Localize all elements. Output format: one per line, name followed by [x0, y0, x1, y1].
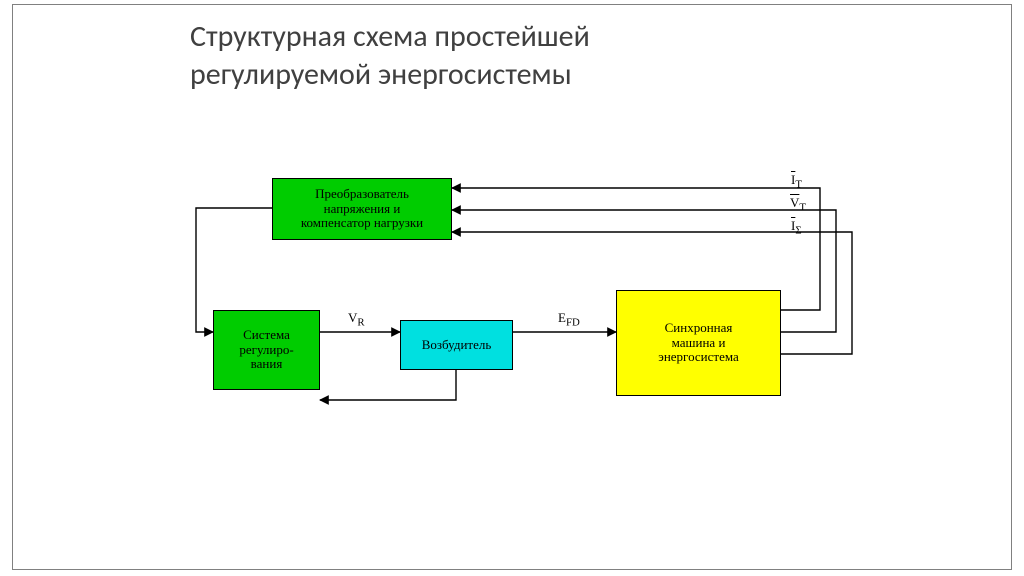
label-efd: EFD [558, 310, 580, 329]
title-line-1: Структурная схема простейшей [190, 18, 590, 55]
label-vt: VT [790, 195, 806, 214]
regulator-l3: вания [251, 356, 283, 371]
node-converter: Преобразователь напряжения и компенсатор… [272, 178, 452, 240]
page-title: Структурная схема простейшей регулируемо… [190, 18, 590, 93]
label-vr: VR [348, 310, 365, 329]
machine-l1: Синхронная [665, 320, 733, 335]
regulator-l2: регулиро- [239, 342, 293, 357]
label-it: IT [791, 172, 802, 191]
exciter-l1: Возбудитель [422, 337, 492, 352]
regulator-l1: Система [243, 327, 290, 342]
title-line-2: регулируемой энергосистемы [190, 56, 572, 93]
machine-l2: машина и [672, 335, 726, 350]
label-isigma: IΣ [791, 218, 802, 237]
node-machine: Синхронная машина и энергосистема [616, 290, 781, 396]
node-exciter: Возбудитель [400, 320, 513, 370]
converter-l1: Преобразователь [315, 186, 409, 201]
machine-l3: энергосистема [658, 349, 739, 364]
converter-l2: напряжения и [324, 201, 401, 216]
node-regulator: Система регулиро- вания [213, 310, 320, 390]
converter-l3: компенсатор нагрузки [301, 215, 423, 230]
